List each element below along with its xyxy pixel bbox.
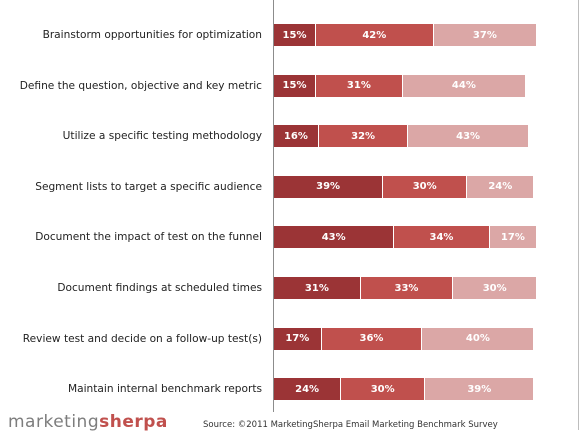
bar-segment: 15% [274,24,316,46]
category-label: Document findings at scheduled times [57,282,262,294]
data-label: 31% [304,282,329,294]
bar-segment: 33% [360,277,454,299]
bar-segment: 42% [316,24,434,46]
bar-segment: 40% [422,327,535,350]
data-label: 33% [394,282,419,294]
bar-segment: 31% [316,74,403,97]
bar-segment: 34% [394,226,490,249]
bar-segment: 31% [274,277,361,299]
bar-segment: 17% [274,327,322,350]
bar-segment: 43% [274,226,395,249]
data-label: 44% [451,80,476,92]
logo-text-sherpa: sherpa [99,412,168,432]
bar-segment: 16% [274,125,319,148]
category-label: Define the question, objective and key m… [19,79,262,92]
category-label: Review test and decide on a follow-up te… [22,332,262,345]
bar-segment: 44% [402,74,526,97]
category-label: Brainstorm opportunities for optimizatio… [42,29,262,41]
footer: marketingsherpa Source: ©2011 MarketingS… [8,412,578,432]
data-label: 42% [362,29,387,41]
bar-segment: 37% [433,24,538,46]
bar-segment: 32% [318,125,409,148]
data-label: 30% [412,181,437,193]
marketingsherpa-logo: marketingsherpa [8,412,168,432]
bar-segment: 30% [383,175,468,198]
bar-segment: 24% [274,378,342,401]
data-label: 40% [465,333,490,345]
data-label: 34% [429,231,454,243]
chart-border [578,0,579,430]
data-label: 16% [283,130,308,142]
bar-segment: 15% [274,74,316,97]
data-label: 37% [472,29,497,41]
category-label: Utilize a specific testing methodology [62,130,262,143]
data-label: 32% [351,130,376,142]
data-label: 17% [285,333,310,345]
category-label: Maintain internal benchmark reports [67,383,262,396]
bar-segment: 17% [489,226,538,249]
data-label: 43% [456,130,481,142]
bar-segment: 43% [408,125,529,148]
logo-text-marketing: marketing [8,412,100,432]
data-label: 31% [346,80,371,92]
category-axis-line [273,0,274,412]
data-label: 43% [321,231,346,243]
data-label: 39% [467,383,492,395]
data-label: 30% [482,282,507,294]
bar-segment: 30% [341,378,426,401]
data-label: 39% [316,181,341,193]
data-label: 24% [488,181,513,193]
bar-segment: 39% [425,378,535,401]
category-label: Document the impact of test on the funne… [35,231,262,244]
bar-segment: 36% [321,327,423,350]
bar-segment: 39% [274,175,384,198]
data-label: 17% [500,231,525,243]
data-label: 30% [370,383,395,395]
source-note: Source: ©2011 MarketingSherpa Email Mark… [203,420,498,430]
data-label: 24% [295,383,320,395]
data-label: 36% [359,333,384,345]
data-label: 15% [282,80,307,92]
bar-segment: 24% [467,175,535,198]
data-label: 15% [282,29,307,41]
category-label: Segment lists to target a specific audie… [35,180,262,193]
bar-segment: 30% [453,277,538,299]
